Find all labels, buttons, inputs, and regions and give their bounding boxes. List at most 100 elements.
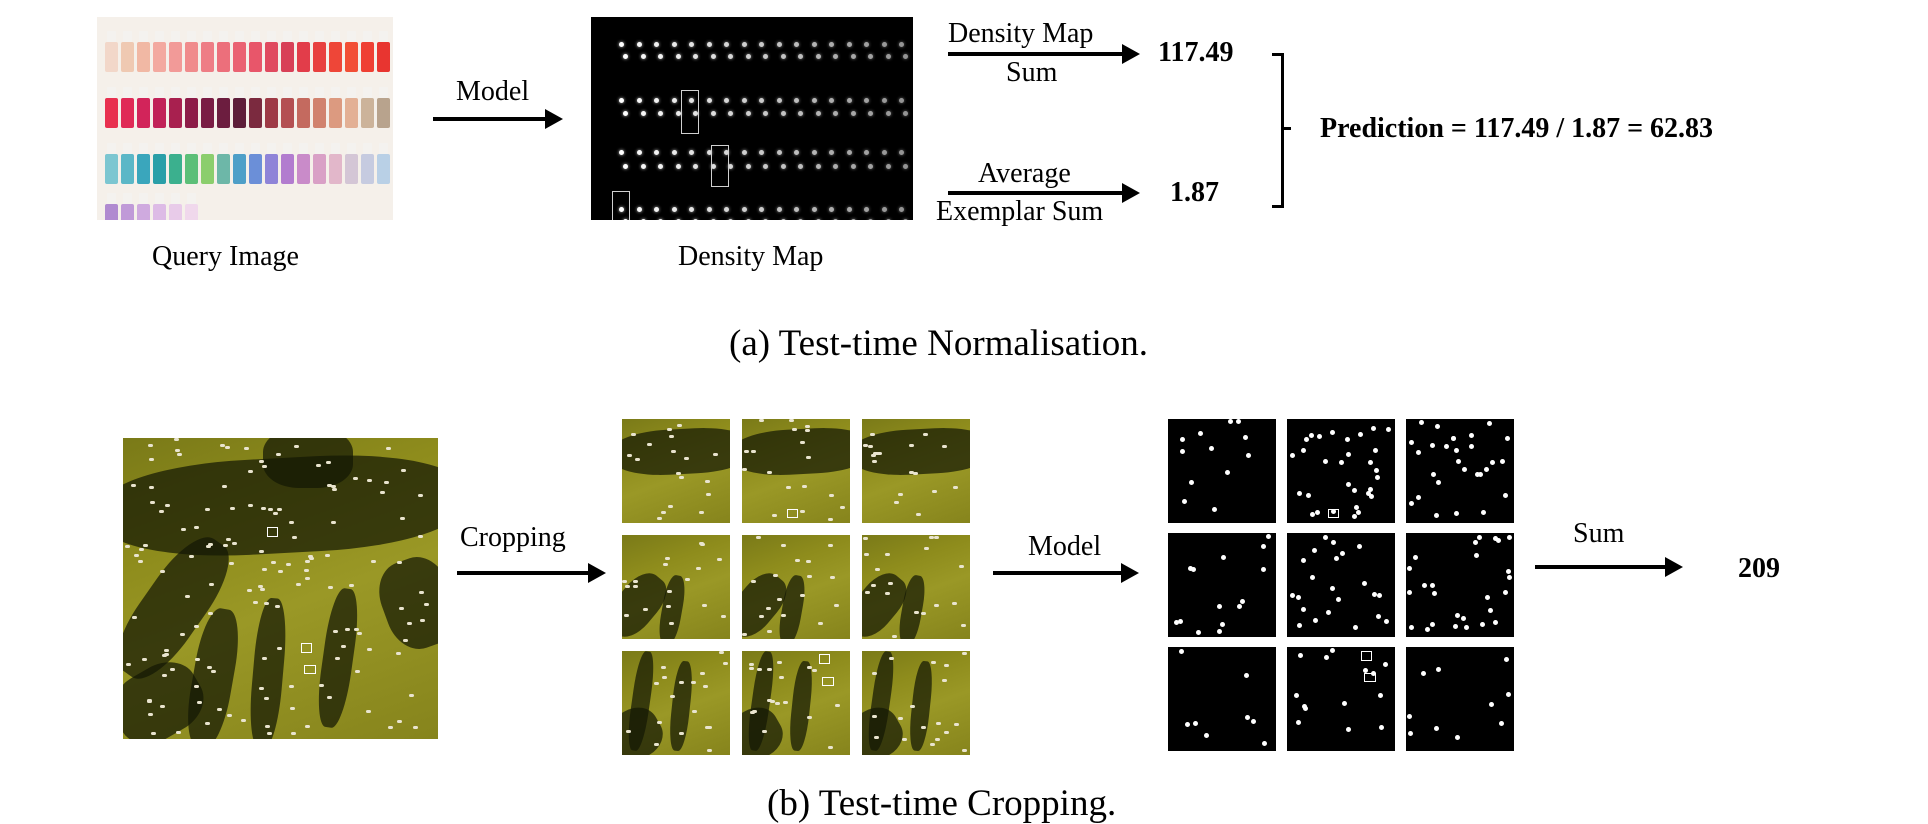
crop-tile [622, 419, 730, 523]
density-tile [1406, 533, 1514, 637]
sheep [669, 434, 675, 438]
sheep [786, 486, 792, 490]
density-peak [745, 54, 751, 59]
sheep [684, 457, 690, 461]
sheep [401, 469, 407, 473]
sheep [142, 543, 148, 547]
polish-cap [299, 87, 308, 99]
sheep [173, 438, 179, 442]
sheep [133, 553, 139, 557]
sheep [288, 684, 294, 688]
tree-shadow [742, 425, 850, 478]
density-peak [724, 42, 729, 47]
density-peak [1302, 705, 1308, 711]
density-peak [1368, 493, 1374, 499]
polish-bottle [121, 204, 134, 220]
density-peak [794, 150, 799, 155]
density-peak [850, 219, 856, 220]
density-peak [1178, 648, 1184, 654]
sheep [909, 444, 915, 448]
sheep [626, 729, 632, 733]
density-peak [1354, 504, 1360, 510]
sheep [148, 458, 154, 462]
sheep [184, 594, 190, 598]
sheep [805, 428, 811, 432]
density-tile [1168, 419, 1276, 523]
density-peak [654, 207, 659, 212]
density-peak [745, 111, 751, 116]
density-peak [903, 54, 908, 59]
sheep [397, 719, 403, 723]
density-peak [903, 219, 908, 220]
polish-cap [139, 193, 148, 205]
density-peak [1474, 553, 1480, 559]
density-sum-arrow [948, 44, 1140, 64]
density-peak [1477, 471, 1483, 477]
sheep [776, 661, 782, 665]
polish-cap [219, 87, 228, 99]
density-peak [1329, 430, 1335, 436]
sheep [805, 559, 811, 563]
sheep [344, 627, 350, 631]
polish-cap [155, 31, 164, 43]
polish-cap [139, 143, 148, 155]
polish-bottle [313, 42, 326, 72]
sheep [330, 521, 336, 525]
density-peak [1443, 444, 1449, 450]
sheep [933, 536, 939, 540]
density-peak [1505, 568, 1511, 574]
polish-bottle [153, 42, 166, 72]
polish-bottle [233, 98, 246, 128]
sheep [871, 584, 877, 588]
density-peak [1352, 625, 1358, 631]
density-peak [868, 111, 873, 116]
sheep [130, 483, 136, 487]
density-peak [1195, 629, 1201, 635]
cropping-arrow [457, 563, 606, 583]
sheep [220, 444, 226, 448]
density-tile [1406, 647, 1514, 751]
polish-cap [187, 193, 196, 205]
crop-tile [742, 651, 850, 755]
density-peak [763, 164, 768, 169]
sheep [423, 602, 429, 606]
sheep [892, 634, 898, 638]
sheep [766, 607, 772, 611]
sheep [278, 569, 284, 573]
sheep [863, 443, 869, 447]
polish-cap [331, 31, 340, 43]
density-peak [1496, 537, 1502, 543]
sheep [707, 725, 713, 729]
sheep [277, 507, 283, 511]
density-peak [763, 54, 768, 59]
density-peak [881, 150, 887, 155]
sheep [800, 594, 806, 598]
sheep [164, 653, 170, 656]
density-peak [636, 42, 642, 47]
polish-bottle [377, 154, 390, 184]
density-peak [815, 219, 821, 220]
polish-bottle [329, 154, 342, 184]
density-peak [658, 54, 663, 59]
polish-bottle [249, 42, 262, 72]
sheep [158, 510, 164, 514]
sheep [367, 648, 373, 652]
polish-cap [283, 143, 292, 155]
exemplar-box [267, 527, 278, 537]
sheep [699, 541, 705, 545]
density-peak [1310, 511, 1316, 517]
density-peak [1455, 459, 1461, 465]
sheep [132, 616, 138, 620]
polish-cap [363, 31, 372, 43]
density-peak [846, 150, 852, 155]
polish-bottle [185, 98, 198, 128]
density-peak [658, 111, 663, 116]
density-peak [619, 98, 624, 103]
sheep [757, 667, 763, 671]
sheep [706, 749, 712, 753]
density-peak [1384, 619, 1390, 625]
density-peak [1453, 511, 1459, 517]
density-peak [1435, 479, 1441, 485]
density-peak [881, 98, 887, 103]
polish-bottle [185, 42, 198, 72]
